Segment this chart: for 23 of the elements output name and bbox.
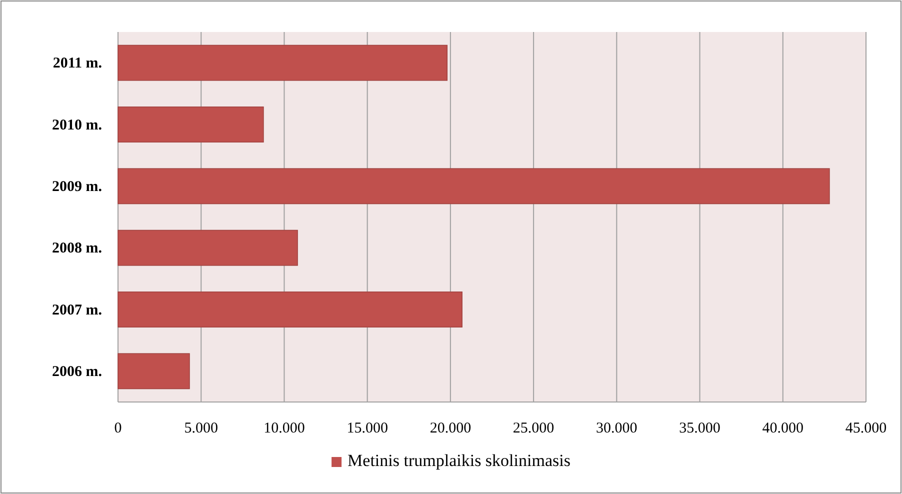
legend-label: Metinis trumplaikis skolinimasis xyxy=(348,451,570,470)
x-tick-label: 5.000 xyxy=(184,420,218,437)
x-tick-label: 40.000 xyxy=(762,420,804,437)
x-tick-label: 25.000 xyxy=(512,420,554,437)
x-tick-label: 30.000 xyxy=(596,420,638,437)
x-tick-label: 45.000 xyxy=(845,420,887,437)
bar xyxy=(118,168,830,204)
y-tick-label: 2007 m. xyxy=(52,302,102,318)
x-tick-label: 35.000 xyxy=(679,420,720,437)
bar xyxy=(118,353,190,390)
x-tick-label: 20.000 xyxy=(430,420,472,437)
y-tick-label: 2006 m. xyxy=(52,364,102,380)
x-tick-label: 10.000 xyxy=(264,420,305,437)
bar xyxy=(118,292,462,328)
bar xyxy=(118,106,264,142)
x-tick-label: 0 xyxy=(114,420,122,437)
y-tick-label: 2009 m. xyxy=(52,178,102,195)
y-tick-label: 2008 m. xyxy=(52,240,102,257)
y-tick-label: 2010 m. xyxy=(52,117,102,134)
x-tick-label: 15.000 xyxy=(346,420,388,437)
bar xyxy=(118,44,448,81)
y-tick-label: 2011 m. xyxy=(52,56,102,72)
bar xyxy=(118,230,298,266)
